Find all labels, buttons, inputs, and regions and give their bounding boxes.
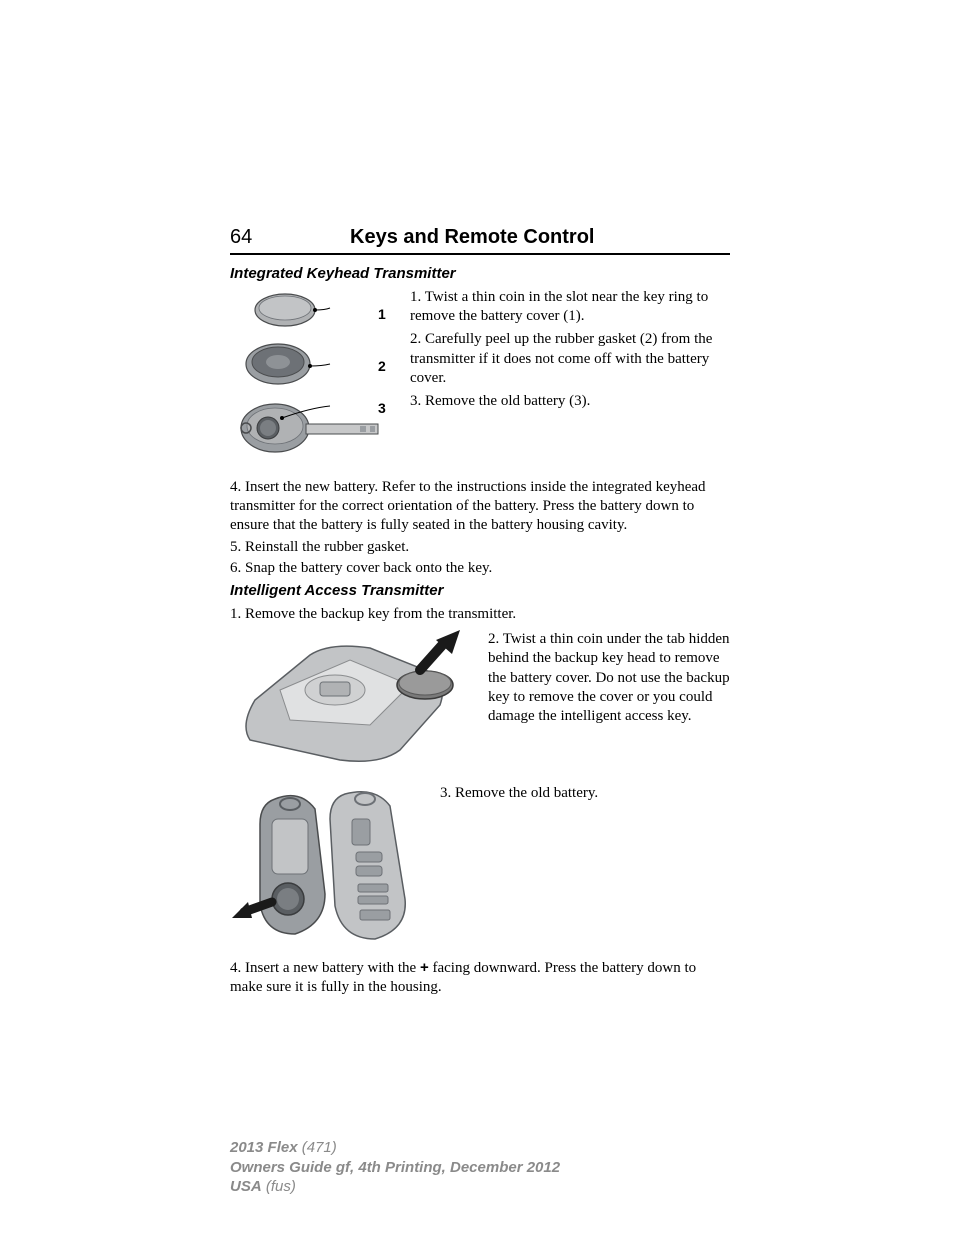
ikt-step-2: 2. Carefully peel up the rubber gasket (…: [410, 330, 730, 388]
iat-step-4: 4. Insert a new battery with the + facin…: [230, 958, 730, 997]
ikt-step-4: 4. Insert the new battery. Refer to the …: [230, 478, 730, 536]
iat-step-2: 2. Twist a thin coin under the tab hidde…: [488, 630, 730, 726]
iat-block-2: 3. Remove the old battery.: [230, 784, 730, 944]
ikt-step-3: 3. Remove the old battery (3).: [410, 392, 730, 411]
footer-fus: (fus): [262, 1178, 296, 1195]
iat-step-4-pre: 4. Insert a new battery with the: [230, 960, 420, 976]
iat-step-2-text: 2. Twist a thin coin under the tab hidde…: [488, 630, 730, 770]
ikt-heading: Integrated Keyhead Transmitter: [230, 265, 730, 282]
iat-step-3: 3. Remove the old battery.: [440, 784, 598, 803]
ikt-step-5: 5. Reinstall the rubber gasket.: [230, 538, 730, 557]
page-header: 64 Keys and Remote Control: [230, 226, 730, 255]
page-number: 64: [230, 226, 350, 249]
iat-svg1-icon: [230, 630, 478, 770]
ikt-step-6: 6. Snap the battery cover back onto the …: [230, 559, 730, 578]
callout-1: 1: [378, 306, 386, 322]
ikt-right-text: 1. Twist a thin coin in the slot near th…: [410, 288, 730, 468]
iat-svg2-icon: [230, 784, 430, 944]
plus-symbol: +: [420, 959, 429, 976]
page-content: 64 Keys and Remote Control Integrated Ke…: [230, 226, 730, 1000]
page-title: Keys and Remote Control: [350, 226, 594, 249]
iat-step-1: 1. Remove the backup key from the transm…: [230, 605, 730, 624]
ikt-block: 1 2 3 1. Twist a thin coin in the slot n…: [230, 288, 730, 468]
callout-2: 2: [378, 358, 386, 374]
iat-heading: Intelligent Access Transmitter: [230, 582, 730, 599]
footer-line-1: 2013 Flex (471): [230, 1138, 730, 1158]
ikt-step-1: 1. Twist a thin coin in the slot near th…: [410, 288, 730, 326]
callout-3: 3: [378, 400, 386, 416]
ikt-svg-icon: [230, 288, 400, 468]
iat-illustration-1: [230, 630, 478, 770]
iat-step-3-text: 3. Remove the old battery.: [440, 784, 598, 944]
ikt-illustration: 1 2 3: [230, 288, 400, 468]
footer-model: 2013 Flex: [230, 1139, 298, 1156]
footer-line-3: USA (fus): [230, 1177, 730, 1197]
iat-block-1: 2. Twist a thin coin under the tab hidde…: [230, 630, 730, 770]
iat-illustration-2: [230, 784, 430, 944]
footer-code: (471): [298, 1139, 337, 1156]
page-footer: 2013 Flex (471) Owners Guide gf, 4th Pri…: [230, 1138, 730, 1197]
footer-guide: Owners Guide gf, 4th Printing, December …: [230, 1159, 560, 1176]
footer-region: USA: [230, 1178, 262, 1195]
footer-line-2: Owners Guide gf, 4th Printing, December …: [230, 1158, 730, 1178]
